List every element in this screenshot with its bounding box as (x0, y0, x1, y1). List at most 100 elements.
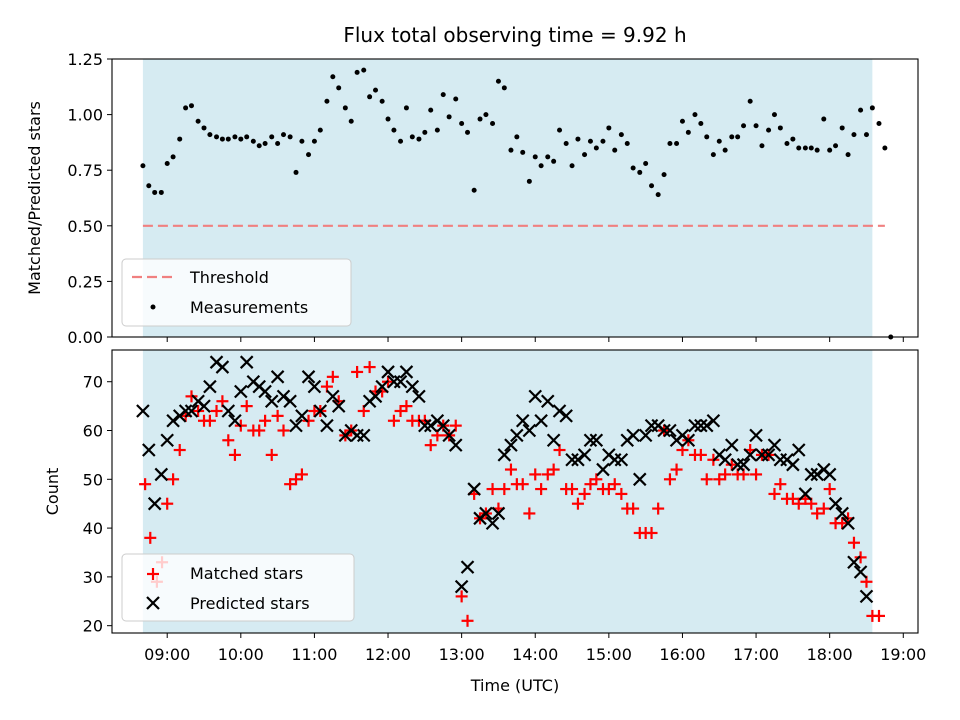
measurement-point (250, 138, 256, 144)
measurement-point (195, 118, 201, 124)
measurement-point (275, 141, 281, 147)
matched-star-point (486, 483, 499, 496)
predicted-star-point (534, 413, 548, 428)
predicted-star-point (393, 374, 408, 389)
predicted-star-point (221, 404, 236, 418)
matched-star-point (529, 468, 542, 481)
matched-star-point (645, 526, 658, 539)
ratio-y-tick-label: 1.25 (67, 50, 103, 69)
measurement-point (575, 136, 581, 142)
count-x-tick-label: 15:00 (586, 645, 632, 664)
measurement-point (336, 85, 342, 91)
ratio-panel: 0.00 0.25 0.50 0.75 1.00 1.25 Flux total obse… (25, 23, 919, 347)
predicted-star-point (528, 389, 543, 404)
matched-star-point (774, 478, 787, 491)
predicted-star-point (197, 399, 211, 413)
measurement-point (851, 132, 857, 138)
measurement-point (434, 127, 440, 133)
measurement-point (526, 178, 532, 184)
matched-star-point (823, 483, 836, 496)
measurement-point (342, 105, 348, 111)
predicted-star-point (215, 360, 230, 374)
measurement-point (385, 116, 391, 122)
predicted-star-point (515, 413, 530, 428)
measurement-point (563, 141, 569, 147)
predicted-star-point (375, 379, 389, 394)
measurement-point (170, 154, 176, 160)
measurement-point (802, 145, 808, 151)
measurement-point (459, 120, 465, 126)
matched-star-point (228, 448, 241, 461)
measurement-point (514, 134, 520, 140)
count-x-ticks: 09:00 10:00 11:00 12:00 13:00 14:00 15:00 16:00… (144, 633, 926, 664)
legend-measurements-swatch (150, 304, 156, 310)
measurement-point (281, 132, 287, 138)
matched-star-point (571, 497, 584, 510)
ratio-y-tick-label: 0.00 (67, 328, 103, 347)
predicted-star-point (810, 467, 824, 482)
predicted-star-point (835, 506, 849, 521)
predicted-star-point (663, 423, 677, 438)
matched-star-point (547, 463, 560, 476)
predicted-star-point (258, 384, 272, 399)
measurement-point (674, 141, 680, 147)
predicted-star-point (356, 428, 371, 443)
predicted-star-point (295, 409, 309, 423)
measurement-point (643, 161, 649, 167)
measurement-point (667, 141, 673, 147)
predicted-star-point (228, 413, 242, 428)
predicted-star-point (565, 453, 579, 467)
measurement-point (446, 114, 452, 120)
count-x-tick-label: 16:00 (659, 645, 705, 664)
matched-star-point (351, 365, 364, 378)
measurement-point (790, 136, 796, 142)
matched-star-point (400, 400, 413, 413)
measurement-point (422, 129, 428, 135)
legend-predicted-swatch (146, 596, 160, 610)
measurement-point (483, 112, 489, 118)
measurement-point (808, 145, 814, 151)
matched-star-point (363, 361, 376, 374)
measurement-point (299, 138, 305, 144)
measurement-point (508, 147, 514, 153)
predicted-star-point (423, 418, 438, 433)
measurement-point (612, 147, 618, 153)
matched-star-point (302, 414, 315, 427)
predicted-star-point (399, 365, 414, 379)
measurement-point (244, 134, 250, 140)
count-x-tick-label: 10:00 (218, 645, 264, 664)
matched-star-point (185, 390, 198, 403)
measurement-point (735, 134, 741, 140)
predicted-star-point (234, 384, 248, 399)
measurement-point (201, 125, 207, 131)
predicted-star-point (331, 399, 346, 413)
measurement-point (796, 145, 802, 151)
predicted-star-point (724, 438, 739, 452)
measurement-point (661, 172, 667, 178)
measurement-point (183, 105, 189, 111)
predicted-star-point (614, 453, 629, 467)
measurement-point (495, 78, 501, 84)
measurement-point (587, 138, 593, 144)
legend-predicted-label: Predicted stars (190, 594, 310, 613)
measurement-point (409, 134, 415, 140)
predicted-star-point (859, 589, 874, 604)
matched-star-point (694, 448, 707, 461)
predicted-star-point (436, 418, 451, 433)
measurement-point (876, 120, 882, 126)
predicted-star-point (546, 433, 561, 448)
measurement-point (538, 163, 544, 169)
predicted-star-point (749, 428, 763, 443)
matched-star-point (167, 473, 180, 486)
measurement-point (582, 152, 588, 158)
measurement-point (551, 158, 557, 164)
measurement-point (140, 163, 146, 169)
measurement-point (330, 74, 336, 80)
measurement-point (306, 152, 312, 158)
matched-star-point (259, 414, 272, 427)
count-y-tick-label: 60 (83, 422, 103, 441)
measurement-point (269, 134, 275, 140)
predicted-star-point (418, 418, 432, 433)
measurement-point (403, 105, 409, 111)
